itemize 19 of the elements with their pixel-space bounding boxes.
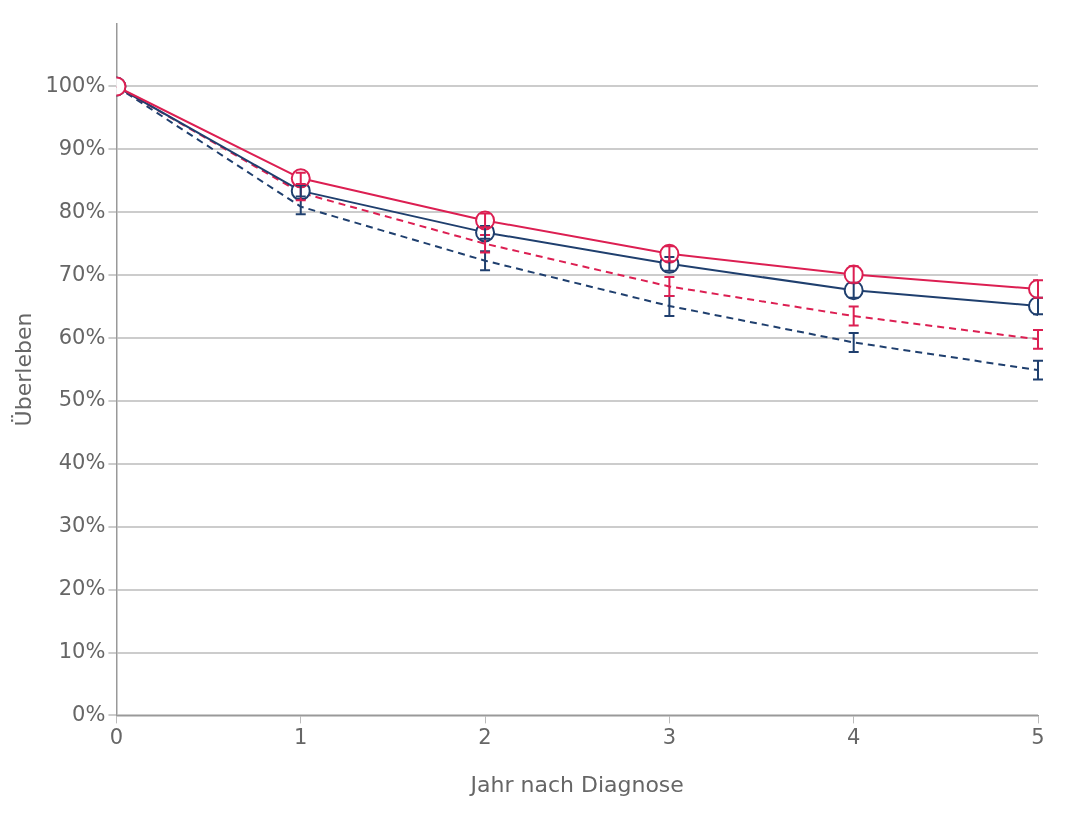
x-tick-label: 0 <box>109 725 124 750</box>
x-tick-label: 1 <box>294 725 308 750</box>
y-tick-label: 70% <box>58 261 106 286</box>
y-tick-label: 10% <box>58 638 106 663</box>
x-tick-label: 5 <box>1031 725 1045 750</box>
y-tick-label: 40% <box>58 450 106 475</box>
x-tick-label: 3 <box>662 725 677 750</box>
y-axis-title: Überleben <box>10 312 36 427</box>
y-tick-label: 50% <box>58 387 106 412</box>
y-tick-label: 100% <box>45 72 106 97</box>
x-tick-label: 4 <box>847 725 861 750</box>
y-tick-label: 60% <box>58 324 106 349</box>
y-tick-label: 30% <box>58 513 106 538</box>
y-tick-label: 80% <box>58 198 106 223</box>
x-axis-title: Jahr nach Diagnose <box>468 771 684 797</box>
y-tick-label: 20% <box>58 576 106 601</box>
y-tick-label: 0% <box>72 701 106 726</box>
y-tick-label: 90% <box>58 135 106 160</box>
x-tick-label: 2 <box>478 725 492 750</box>
